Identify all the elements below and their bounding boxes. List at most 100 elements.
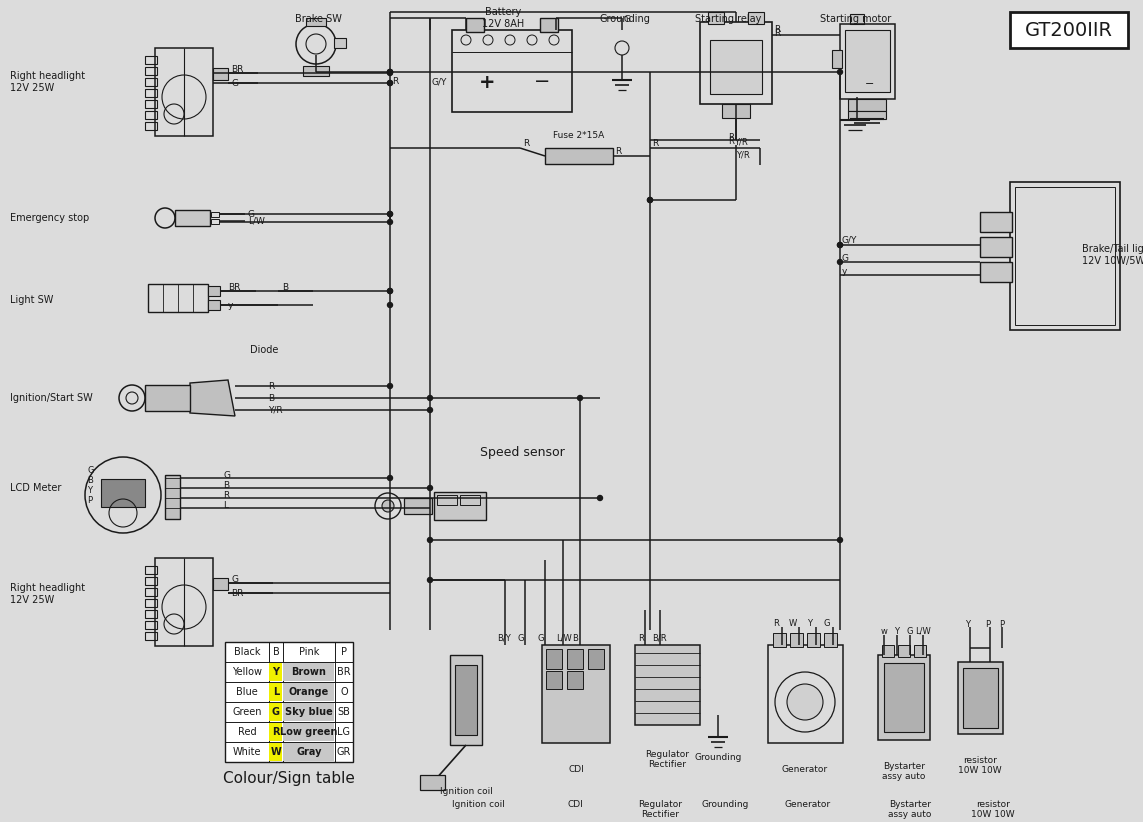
Bar (748, 12, 764, 24)
Bar (269, 683, 282, 701)
Text: −: − (865, 79, 874, 89)
Bar (213, 68, 227, 80)
Bar (980, 262, 1012, 282)
Text: BR: BR (227, 283, 240, 292)
Text: G: G (272, 707, 280, 717)
Text: Orange: Orange (289, 687, 329, 697)
Circle shape (598, 496, 602, 501)
Text: Ignition coil: Ignition coil (440, 787, 493, 796)
Bar (840, 24, 895, 99)
Bar (437, 495, 457, 505)
Text: B: B (87, 475, 93, 484)
Circle shape (387, 475, 392, 481)
Circle shape (387, 211, 392, 216)
Text: Regulator
Rectifier: Regulator Rectifier (645, 750, 689, 769)
Text: Y: Y (807, 618, 813, 627)
Bar (878, 655, 930, 740)
Bar (848, 111, 886, 119)
Circle shape (838, 242, 842, 247)
Bar (700, 22, 772, 104)
Bar (773, 633, 786, 647)
Bar (155, 558, 213, 646)
Text: L: L (273, 687, 279, 697)
Circle shape (387, 70, 392, 75)
Text: G: G (842, 253, 849, 262)
Bar (710, 40, 762, 94)
Polygon shape (190, 380, 235, 416)
Bar (145, 610, 157, 618)
Bar (845, 30, 890, 92)
Text: Starting motor: Starting motor (821, 14, 892, 24)
Text: Starting relay: Starting relay (695, 14, 761, 24)
Text: Fuse 2*15A: Fuse 2*15A (553, 131, 605, 140)
Text: G/Y: G/Y (842, 235, 857, 244)
Text: G: G (537, 634, 544, 643)
Bar (145, 385, 190, 411)
Text: +: + (479, 72, 495, 91)
Bar (459, 495, 480, 505)
Bar (768, 645, 844, 743)
Bar (269, 703, 282, 721)
Text: Black: Black (234, 647, 261, 657)
Bar (334, 38, 346, 48)
Text: LCD Meter: LCD Meter (10, 483, 62, 493)
Text: Ignition coil: Ignition coil (451, 800, 504, 809)
Text: P: P (87, 496, 93, 505)
Text: R: R (615, 147, 622, 156)
Circle shape (387, 70, 392, 75)
Text: Sky blue: Sky blue (285, 707, 333, 717)
Bar (145, 89, 157, 97)
Text: G: G (906, 626, 913, 635)
Bar (303, 66, 329, 76)
Bar (884, 663, 924, 732)
Bar (832, 50, 842, 68)
Text: BR: BR (337, 667, 351, 677)
Bar (914, 645, 926, 657)
Text: LG: LG (337, 727, 351, 737)
Bar (451, 30, 572, 112)
Bar (145, 577, 157, 585)
Text: O: O (341, 687, 347, 697)
Bar (208, 286, 219, 296)
Bar (1015, 187, 1116, 325)
Circle shape (647, 197, 653, 202)
Text: Colour/Sign table: Colour/Sign table (223, 770, 355, 786)
Text: R: R (728, 137, 734, 146)
Text: R: R (773, 618, 778, 627)
Circle shape (838, 242, 842, 247)
Text: B/R: B/R (652, 634, 666, 643)
Bar (1010, 12, 1128, 48)
Bar (283, 683, 334, 701)
Text: L/W: L/W (248, 216, 265, 225)
Text: −: − (534, 72, 550, 91)
Bar (539, 18, 558, 32)
Bar (145, 56, 157, 64)
Bar (283, 663, 334, 681)
Text: Brake SW: Brake SW (295, 14, 342, 24)
Bar (165, 475, 179, 519)
Text: R: R (523, 140, 529, 149)
Text: Emergency stop: Emergency stop (10, 213, 89, 223)
Circle shape (788, 684, 823, 720)
Circle shape (387, 219, 392, 224)
Bar (708, 12, 724, 24)
Circle shape (838, 538, 842, 543)
Bar (848, 99, 886, 111)
Text: Generator: Generator (785, 800, 831, 809)
Bar (269, 723, 282, 741)
Text: SB: SB (337, 707, 351, 717)
Bar (850, 14, 864, 24)
Circle shape (387, 211, 392, 216)
Text: Y/R: Y/R (736, 150, 750, 159)
Text: P: P (985, 620, 991, 629)
Circle shape (382, 500, 394, 512)
Text: CDI: CDI (567, 800, 583, 809)
Bar (542, 645, 610, 743)
Text: Diode: Diode (250, 345, 279, 355)
Text: Battery
12V 8AH: Battery 12V 8AH (482, 7, 525, 29)
Text: R: R (272, 727, 280, 737)
Text: Grounding: Grounding (702, 800, 749, 809)
Text: y: y (227, 301, 233, 310)
Text: Green: Green (232, 707, 262, 717)
Bar (269, 663, 282, 681)
